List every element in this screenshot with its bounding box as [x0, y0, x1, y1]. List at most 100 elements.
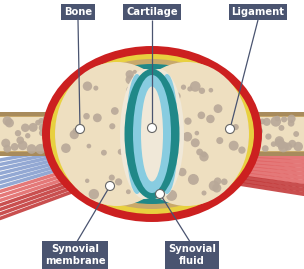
Circle shape — [265, 133, 271, 140]
Circle shape — [83, 82, 92, 91]
Circle shape — [126, 189, 131, 194]
Circle shape — [89, 189, 99, 199]
Circle shape — [15, 130, 21, 136]
Circle shape — [226, 125, 234, 133]
Ellipse shape — [60, 64, 244, 204]
Circle shape — [209, 88, 213, 93]
Circle shape — [250, 117, 259, 126]
Circle shape — [144, 100, 150, 107]
Circle shape — [275, 116, 280, 121]
Circle shape — [206, 115, 215, 123]
Circle shape — [246, 116, 256, 126]
Circle shape — [183, 132, 192, 141]
Circle shape — [166, 190, 177, 201]
Circle shape — [121, 126, 129, 133]
Circle shape — [39, 130, 45, 136]
Bar — [194, 112, 304, 116]
Circle shape — [85, 179, 89, 183]
Circle shape — [157, 157, 166, 165]
Circle shape — [139, 90, 148, 98]
Circle shape — [88, 123, 93, 128]
Bar — [0, 152, 110, 156]
Circle shape — [39, 123, 47, 132]
Circle shape — [199, 152, 209, 161]
Circle shape — [75, 125, 85, 133]
Circle shape — [18, 141, 27, 150]
Bar — [194, 117, 304, 151]
Circle shape — [162, 175, 170, 183]
Bar — [194, 112, 304, 156]
Circle shape — [79, 117, 87, 125]
Text: Synovial
membrane: Synovial membrane — [45, 244, 105, 266]
Circle shape — [143, 155, 153, 165]
Circle shape — [216, 137, 223, 144]
Circle shape — [35, 144, 46, 154]
Circle shape — [229, 141, 239, 151]
Text: Synovial
fluid: Synovial fluid — [168, 244, 216, 266]
Circle shape — [191, 138, 200, 147]
Circle shape — [241, 123, 247, 129]
Circle shape — [271, 141, 276, 147]
Circle shape — [125, 157, 129, 161]
Circle shape — [131, 107, 142, 117]
Circle shape — [173, 92, 181, 100]
Circle shape — [72, 128, 79, 134]
Circle shape — [218, 115, 226, 123]
Ellipse shape — [55, 62, 179, 206]
Circle shape — [245, 121, 256, 132]
Circle shape — [147, 142, 156, 151]
Circle shape — [164, 164, 168, 169]
Circle shape — [69, 116, 80, 126]
Circle shape — [287, 115, 295, 123]
Circle shape — [72, 139, 79, 147]
Circle shape — [59, 125, 67, 133]
Circle shape — [61, 143, 71, 153]
Circle shape — [138, 136, 148, 146]
Circle shape — [212, 119, 217, 124]
Circle shape — [145, 145, 150, 150]
Circle shape — [271, 116, 281, 127]
Circle shape — [129, 179, 134, 183]
Ellipse shape — [42, 46, 262, 222]
Circle shape — [49, 123, 56, 130]
Circle shape — [126, 70, 134, 79]
Circle shape — [59, 120, 65, 125]
Circle shape — [68, 129, 76, 137]
Bar — [194, 152, 304, 156]
Circle shape — [109, 123, 115, 129]
Circle shape — [126, 75, 135, 84]
Circle shape — [187, 86, 192, 91]
Ellipse shape — [55, 59, 249, 209]
Bar — [0, 112, 110, 156]
Circle shape — [78, 140, 84, 146]
Circle shape — [201, 151, 207, 158]
Circle shape — [136, 165, 143, 172]
Ellipse shape — [126, 74, 148, 194]
Circle shape — [288, 120, 295, 127]
Circle shape — [163, 122, 170, 129]
Ellipse shape — [133, 75, 171, 193]
Circle shape — [221, 178, 228, 185]
Circle shape — [284, 143, 292, 151]
Circle shape — [233, 124, 239, 130]
Circle shape — [175, 128, 181, 133]
Circle shape — [54, 129, 60, 134]
Circle shape — [231, 140, 241, 150]
Circle shape — [143, 124, 150, 130]
Text: Cartilage: Cartilage — [126, 7, 178, 17]
Circle shape — [153, 102, 160, 110]
Circle shape — [198, 122, 203, 128]
Circle shape — [226, 129, 236, 139]
Circle shape — [281, 116, 287, 122]
Circle shape — [154, 150, 159, 155]
Circle shape — [212, 116, 219, 123]
Circle shape — [70, 123, 80, 133]
Circle shape — [202, 121, 207, 126]
Circle shape — [83, 113, 90, 119]
Circle shape — [83, 133, 92, 143]
Bar — [0, 112, 110, 116]
Circle shape — [35, 120, 41, 125]
Bar — [0, 117, 110, 151]
Circle shape — [203, 134, 209, 140]
Circle shape — [43, 141, 49, 147]
